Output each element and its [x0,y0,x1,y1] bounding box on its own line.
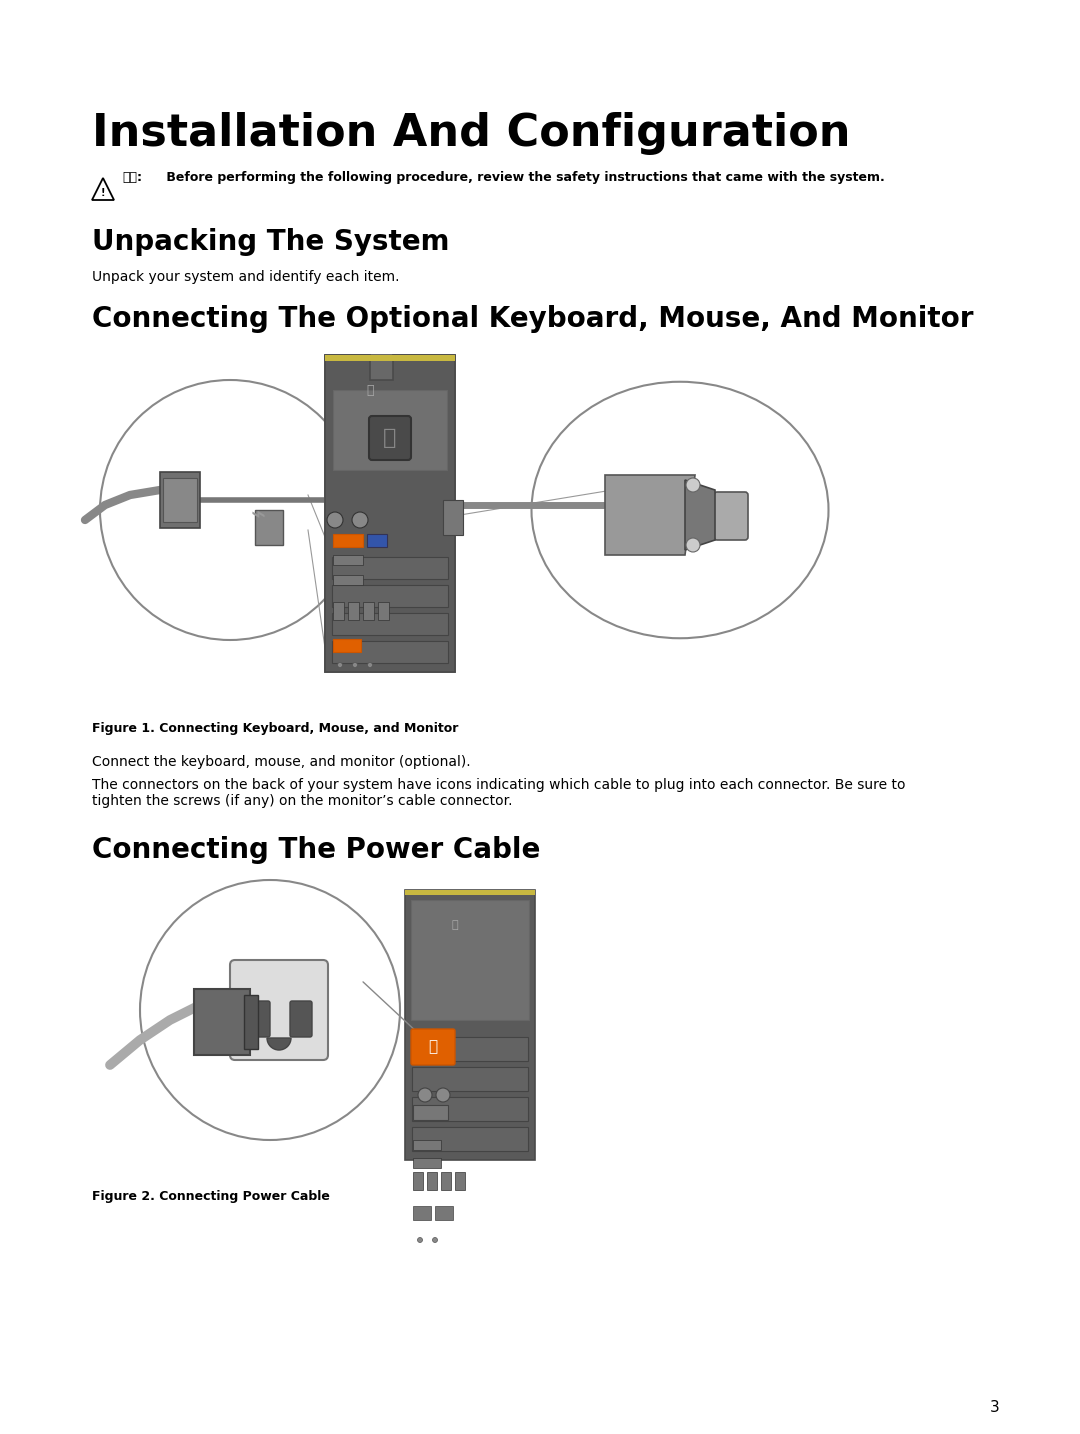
FancyBboxPatch shape [411,1127,528,1152]
Ellipse shape [100,380,360,640]
FancyBboxPatch shape [163,478,197,522]
FancyBboxPatch shape [194,989,249,1055]
Circle shape [686,478,700,492]
FancyBboxPatch shape [367,533,387,546]
FancyBboxPatch shape [405,891,535,895]
FancyBboxPatch shape [413,1206,431,1220]
FancyBboxPatch shape [427,1172,437,1190]
Circle shape [367,663,373,667]
Circle shape [418,1088,432,1101]
FancyBboxPatch shape [411,1067,528,1091]
Text: ⏻: ⏻ [451,921,458,931]
FancyBboxPatch shape [325,356,455,361]
FancyBboxPatch shape [332,556,448,579]
Ellipse shape [140,880,400,1140]
FancyBboxPatch shape [244,995,258,1050]
Text: 3: 3 [990,1400,1000,1415]
FancyBboxPatch shape [369,416,411,460]
FancyBboxPatch shape [413,1140,441,1150]
Text: The connectors on the back of your system have icons indicating which cable to p: The connectors on the back of your syste… [92,779,905,809]
FancyBboxPatch shape [248,1001,270,1037]
Text: Installation And Configuration: Installation And Configuration [92,112,851,155]
FancyBboxPatch shape [413,1106,448,1120]
FancyBboxPatch shape [413,1159,441,1169]
Text: Before performing the following procedure, review the safety instructions that c: Before performing the following procedur… [162,171,885,184]
Text: ⏻: ⏻ [366,383,374,396]
FancyBboxPatch shape [363,602,374,619]
FancyBboxPatch shape [230,959,328,1060]
Text: Unpacking The System: Unpacking The System [92,228,449,257]
Text: 警告:: 警告: [122,171,141,184]
Circle shape [337,663,342,667]
FancyBboxPatch shape [411,1097,528,1121]
Circle shape [686,538,700,552]
Polygon shape [325,356,455,673]
Text: ⏻: ⏻ [429,1040,437,1054]
Circle shape [352,663,357,667]
Text: !: ! [100,188,105,198]
FancyBboxPatch shape [443,500,463,535]
FancyBboxPatch shape [405,891,535,1160]
FancyBboxPatch shape [291,1001,312,1037]
FancyBboxPatch shape [333,555,363,565]
FancyBboxPatch shape [333,575,363,585]
FancyBboxPatch shape [333,390,447,470]
Wedge shape [267,1038,291,1050]
Text: ⌁: ⌁ [251,503,266,528]
FancyBboxPatch shape [333,533,363,546]
Polygon shape [160,472,200,528]
FancyBboxPatch shape [714,492,748,541]
Ellipse shape [531,381,828,638]
Text: Unpack your system and identify each item.: Unpack your system and identify each ite… [92,270,400,284]
Polygon shape [605,475,696,555]
FancyBboxPatch shape [332,612,448,635]
Circle shape [432,1238,437,1242]
FancyBboxPatch shape [333,640,361,652]
FancyBboxPatch shape [413,1172,423,1190]
Text: Connecting The Optional Keyboard, Mouse, And Monitor: Connecting The Optional Keyboard, Mouse,… [92,305,973,333]
Text: ⎓: ⎓ [383,427,396,447]
FancyBboxPatch shape [332,585,448,607]
Text: Connect the keyboard, mouse, and monitor (optional).: Connect the keyboard, mouse, and monitor… [92,754,471,769]
FancyBboxPatch shape [332,641,448,663]
FancyBboxPatch shape [411,1030,455,1065]
Circle shape [352,512,368,528]
FancyBboxPatch shape [348,602,359,619]
FancyBboxPatch shape [333,602,345,619]
FancyBboxPatch shape [435,1206,453,1220]
FancyBboxPatch shape [325,356,455,673]
Text: Figure 2. Connecting Power Cable: Figure 2. Connecting Power Cable [92,1190,329,1203]
Polygon shape [685,480,715,551]
Circle shape [327,512,343,528]
Circle shape [436,1088,450,1101]
FancyBboxPatch shape [455,1172,465,1190]
Text: Figure 1. Connecting Keyboard, Mouse, and Monitor: Figure 1. Connecting Keyboard, Mouse, an… [92,721,458,736]
Circle shape [418,1238,422,1242]
FancyBboxPatch shape [255,511,283,545]
FancyBboxPatch shape [411,1037,528,1061]
FancyBboxPatch shape [441,1172,451,1190]
FancyBboxPatch shape [378,602,389,619]
Text: Connecting The Power Cable: Connecting The Power Cable [92,836,540,865]
FancyBboxPatch shape [411,901,529,1020]
FancyBboxPatch shape [325,356,455,475]
